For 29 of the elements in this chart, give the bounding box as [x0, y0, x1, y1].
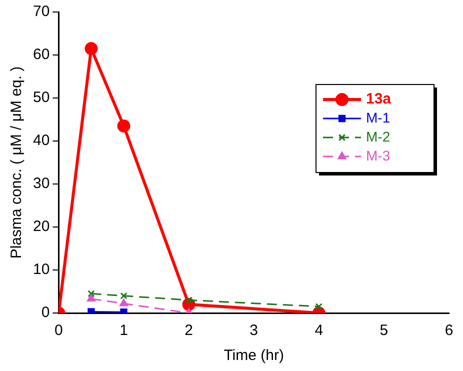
point [120, 298, 128, 306]
y-tick-label: 0 [41, 304, 50, 322]
point [84, 42, 98, 56]
legend-label: M-1 [366, 109, 390, 126]
y-tick-label: 40 [32, 132, 50, 150]
y-tick-label: 30 [32, 175, 50, 192]
point [88, 290, 95, 298]
x-tick-label: 3 [250, 322, 258, 340]
legend-label: M-3 [366, 147, 390, 164]
x-axis-title: Time (hr) [224, 347, 284, 364]
point [117, 119, 130, 132]
legend-label: 13a [366, 90, 392, 108]
y-tick-label: 20 [32, 218, 50, 236]
x-tick-label: 1 [120, 322, 128, 340]
point [315, 302, 322, 310]
y-tick-label: 60 [32, 46, 50, 64]
y-axis-title: Plasma conc. ( μM / μM eq. ) [8, 66, 26, 259]
x-tick-label: 6 [444, 322, 454, 340]
y-tick-label: 10 [32, 261, 50, 278]
x-tick-label: 4 [314, 322, 324, 340]
point [86, 294, 96, 302]
x-tick-label: 2 [184, 322, 193, 340]
y-tick-label: 50 [32, 89, 50, 106]
point [185, 296, 192, 304]
y-tick-label: 70 [32, 3, 50, 20]
x-tick-label: 0 [54, 322, 63, 340]
legend-label: M-2 [366, 128, 390, 144]
x-tick-label: 5 [380, 322, 388, 340]
point [120, 292, 128, 300]
